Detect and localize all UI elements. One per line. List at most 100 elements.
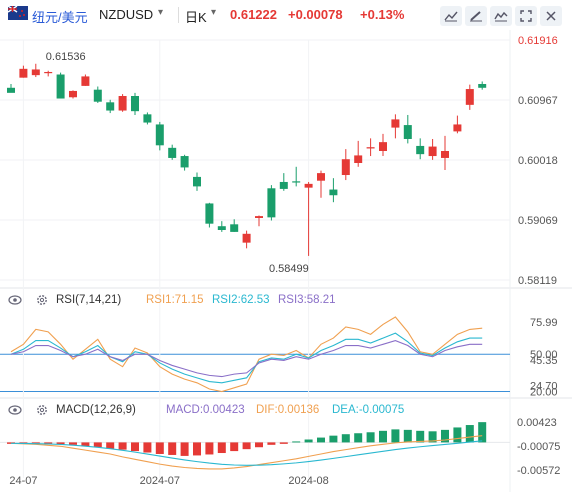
chart-header: 纽元/美元 NZDUSD ▾ 日K ▾ 0.61222 +0.00078 +0.…	[0, 0, 572, 30]
macd-histogram-bar	[230, 442, 239, 452]
macd-histogram-bar	[217, 442, 226, 454]
eye-icon[interactable]	[8, 294, 22, 309]
new-zealand-us-flag-icon	[8, 6, 28, 20]
macd-histogram-bar	[478, 422, 487, 443]
price-change-percent: +0.13%	[360, 7, 405, 22]
candle-body	[255, 216, 263, 218]
symbol-dropdown-icon[interactable]: ▾	[158, 7, 164, 18]
rsi-tick-label: 20.00	[530, 387, 558, 399]
rsi-tick-label: 75.99	[530, 317, 558, 329]
price-panel	[7, 63, 487, 256]
candle-body	[118, 96, 127, 111]
macd-histogram-bar	[93, 442, 102, 448]
macd-histogram-bar	[69, 442, 77, 445]
rsi-panel	[10, 316, 483, 393]
macd-histogram-bar	[205, 442, 214, 455]
settings-gear-icon[interactable]	[36, 294, 48, 309]
price-tick-label: 0.60018	[518, 155, 558, 167]
fullscreen-button[interactable]	[515, 6, 537, 26]
candle-body	[56, 74, 65, 99]
candle-body	[155, 124, 164, 146]
macd-histogram-bar	[81, 442, 90, 447]
macd-histogram-bar	[168, 442, 177, 455]
indicator-tool-button[interactable]	[490, 6, 512, 26]
candle-body	[131, 96, 139, 112]
price-tick-label: 0.61916	[518, 35, 558, 47]
symbol-code[interactable]: NZDUSD	[99, 7, 154, 22]
candle-body	[341, 159, 350, 176]
candle-body	[31, 69, 40, 76]
price-tick-label: 0.58119	[518, 275, 557, 287]
macd-histogram-bar	[416, 430, 425, 443]
rsi-line-rsi2	[10, 332, 483, 384]
macd-histogram-bar	[31, 442, 40, 444]
candle-body	[267, 188, 276, 218]
macd-dif-line	[10, 435, 483, 470]
macd-histogram-bar	[155, 442, 164, 454]
candle-body	[180, 156, 189, 168]
macd-histogram-bar	[453, 427, 462, 443]
candle-body	[7, 87, 15, 93]
candle-body	[366, 147, 375, 149]
candle-body	[93, 89, 102, 102]
candle-body	[441, 150, 449, 158]
candle-body	[428, 146, 437, 157]
macd-histogram-bar	[279, 442, 288, 444]
candle-body	[317, 173, 325, 181]
x-tick-label: 24-07	[9, 475, 37, 487]
rsi-line-rsi3	[10, 339, 483, 378]
candle-body	[217, 226, 226, 231]
price-tick-label: 0.59069	[518, 215, 558, 227]
candle-body	[69, 90, 77, 98]
macd-tick-label: -0.00075	[517, 441, 560, 453]
candle-body	[230, 224, 239, 232]
x-tick-label: 2024-07	[140, 475, 180, 487]
macd-histogram-bar	[366, 432, 375, 443]
close-chart-button[interactable]	[540, 6, 562, 26]
macd-histogram-bar	[379, 430, 387, 443]
period-selector[interactable]: 日K	[185, 10, 207, 25]
candle-body	[193, 176, 201, 187]
candle-body	[304, 183, 313, 188]
draw-tool-button[interactable]	[465, 6, 487, 26]
dea-value: DEA:-0.00075	[332, 404, 405, 416]
pair-name[interactable]: 纽元/美元	[32, 10, 88, 25]
rsi1-value: RSI1:71.15	[146, 294, 204, 306]
macd-dea-line	[10, 440, 483, 466]
rsi-tick-label: 24.70	[530, 381, 558, 393]
rsi3-value: RSI3:58.21	[278, 294, 336, 306]
price-tick-label: 0.60967	[518, 95, 558, 107]
eye-icon[interactable]	[8, 404, 22, 419]
macd-histogram-bar	[7, 442, 15, 444]
indicator-icon	[494, 11, 508, 22]
settings-gear-icon[interactable]	[36, 404, 48, 419]
macd-histogram-bar	[106, 442, 115, 449]
macd-histogram-bar	[391, 429, 400, 443]
candle-body	[106, 102, 115, 111]
candle-body	[329, 189, 338, 196]
macd-panel	[7, 422, 487, 470]
close-icon	[546, 11, 556, 21]
macd-histogram-bar	[465, 425, 474, 443]
candle-body	[19, 68, 28, 78]
macd-histogram-bar	[441, 429, 449, 443]
candle-body	[168, 147, 177, 158]
candle-body	[453, 124, 462, 132]
candle-body	[279, 181, 288, 189]
macd-histogram-bar	[403, 429, 412, 443]
macd-histogram-bar	[193, 442, 201, 456]
macd-histogram-bar	[428, 431, 437, 443]
macd-histogram-bar	[341, 434, 350, 443]
candle-body	[379, 142, 387, 151]
period-dropdown-icon[interactable]: ▾	[211, 7, 217, 18]
rsi-label: RSI(7,14,21)	[56, 294, 122, 306]
line-chart-tool-button[interactable]	[440, 6, 462, 26]
macd-histogram-bar	[56, 442, 65, 445]
macd-histogram-bar	[131, 442, 139, 452]
macd-histogram-bar	[317, 437, 325, 443]
macd-value: MACD:0.00423	[166, 404, 245, 416]
candle-body	[478, 83, 487, 88]
rsi2-value: RSI2:62.53	[212, 294, 270, 306]
last-price: 0.61222	[230, 7, 277, 22]
